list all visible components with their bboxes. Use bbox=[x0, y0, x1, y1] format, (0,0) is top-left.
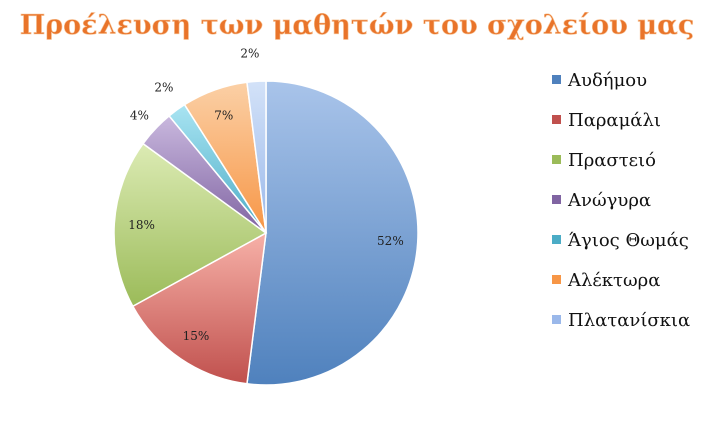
legend-swatch-1 bbox=[552, 115, 561, 124]
legend-swatch-4 bbox=[552, 235, 561, 244]
slice-6 bbox=[246, 80, 267, 234]
legend-label-4: Άγιος Θωμάς bbox=[567, 230, 689, 251]
data-label-3: 4% bbox=[130, 108, 149, 122]
legend-label-5: Αλέκτωρα bbox=[567, 270, 660, 291]
legend-swatch-3 bbox=[552, 195, 561, 204]
legend-swatch-0 bbox=[552, 75, 561, 84]
legend-swatch-6 bbox=[552, 315, 561, 324]
slice-2 bbox=[113, 142, 268, 308]
legend-swatch-5 bbox=[552, 275, 561, 284]
legend-label-3: Ανώγυρα bbox=[567, 190, 651, 211]
data-label-6: 2% bbox=[240, 46, 259, 60]
data-labels: 52% 15% 18% 4% 2% 7% 2% bbox=[128, 46, 403, 343]
data-label-1: 15% bbox=[183, 329, 210, 343]
legend-swatch-2 bbox=[552, 155, 561, 164]
legend-label-0: Αυδήμου bbox=[567, 70, 647, 91]
legend-label-6: Πλατανίσκια bbox=[568, 310, 690, 331]
chart-title: Προέλευση των μαθητών του σχολείου μας bbox=[20, 10, 695, 41]
slice-0 bbox=[246, 80, 419, 386]
legend: Αυδήμου Παραμάλι Πραστειό Ανώγυρα Άγιος Θωμά… bbox=[552, 70, 690, 331]
pie-slices bbox=[113, 80, 419, 386]
legend-label-1: Παραμάλι bbox=[568, 110, 661, 131]
slice-1 bbox=[131, 231, 267, 385]
legend-label-2: Πραστειό bbox=[568, 150, 656, 171]
data-label-4: 2% bbox=[154, 81, 173, 95]
data-label-5: 7% bbox=[214, 109, 233, 123]
data-label-0: 52% bbox=[377, 234, 404, 248]
data-label-2: 18% bbox=[128, 218, 155, 232]
